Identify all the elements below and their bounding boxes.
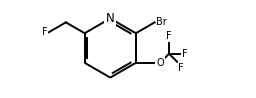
Text: O: O (156, 58, 164, 68)
Text: F: F (166, 31, 172, 41)
Text: Br: Br (156, 17, 166, 27)
Text: F: F (42, 27, 48, 37)
Text: F: F (178, 63, 184, 73)
Text: N: N (106, 12, 115, 25)
Text: F: F (182, 49, 188, 59)
